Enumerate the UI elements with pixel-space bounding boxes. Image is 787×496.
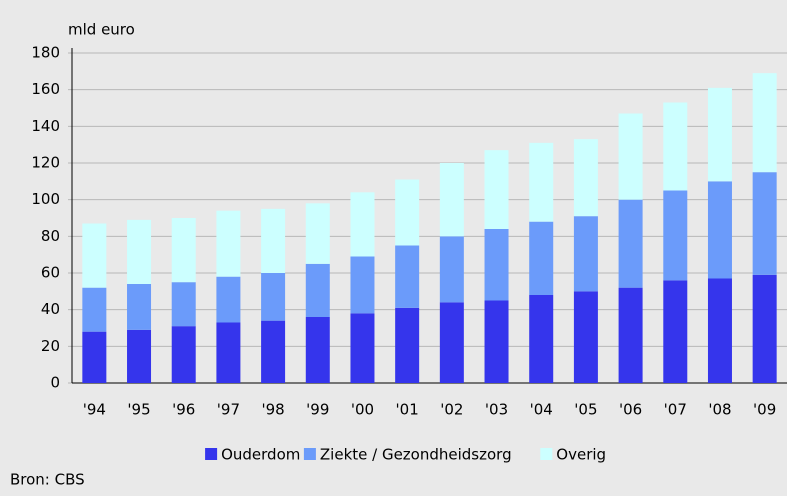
y-tick-label: 180 [31, 44, 60, 62]
bar-segment [663, 102, 688, 191]
bar-segment [573, 216, 598, 292]
bar-segment [707, 87, 732, 182]
bar-segment [82, 331, 107, 383]
bar-segment [484, 229, 509, 301]
bar-segment [350, 256, 375, 314]
bar-segment [439, 302, 464, 383]
y-tick-label: 80 [41, 227, 60, 245]
legend-swatch [205, 448, 218, 460]
bar-segment [216, 322, 241, 383]
bar-segment [395, 245, 420, 308]
x-tick-label: '94 [83, 401, 106, 419]
bar-segment [305, 203, 330, 264]
bar-segment [663, 280, 688, 383]
x-tick-label: '08 [708, 401, 731, 419]
x-tick-label: '03 [485, 401, 508, 419]
y-tick-label: 140 [31, 117, 60, 135]
bar-segment [127, 284, 152, 330]
x-tick-label: '07 [664, 401, 687, 419]
x-tick-label: '09 [753, 401, 776, 419]
bar-segment [216, 210, 241, 277]
legend-label: Ouderdom [221, 446, 300, 464]
y-tick-label: 100 [31, 190, 60, 208]
x-tick-label: '05 [574, 401, 597, 419]
bar-segment [171, 326, 196, 383]
y-tick-label: 40 [41, 300, 60, 318]
x-tick-label: '97 [217, 401, 240, 419]
bar-segment [350, 313, 375, 383]
bar-segment [82, 223, 107, 288]
x-tick-label: '02 [440, 401, 463, 419]
bar-segment [350, 192, 375, 257]
bar-segment [261, 320, 286, 383]
bar-segment [395, 307, 420, 383]
bar-segment [752, 172, 777, 275]
bar-segment [484, 150, 509, 229]
x-tick-label: '01 [396, 401, 419, 419]
bar-segment [663, 190, 688, 281]
bar-segment [305, 317, 330, 383]
bar-segment [573, 291, 598, 383]
bar-segment [529, 142, 554, 222]
legend-swatch [540, 448, 553, 460]
y-axis-label: mld euro [68, 21, 135, 39]
x-tick-label: '06 [619, 401, 642, 419]
bar-segment [216, 276, 241, 323]
bar-segment [439, 236, 464, 303]
bar-segment [529, 295, 554, 383]
y-tick-label: 20 [41, 337, 60, 355]
bar-segment [529, 221, 554, 295]
bar-segment [261, 208, 286, 273]
bar-segment [82, 287, 107, 332]
x-tick-label: '98 [261, 401, 284, 419]
bar-segment [395, 179, 420, 246]
y-tick-label: 60 [41, 264, 60, 282]
x-tick-label: '95 [127, 401, 150, 419]
bar-segment [127, 329, 152, 383]
bar-segment [707, 278, 732, 383]
bar-segment [261, 273, 286, 321]
x-tick-label: '99 [306, 401, 329, 419]
bar-segment [618, 287, 643, 383]
legend-label: Overig [556, 446, 606, 464]
bar-segment [305, 263, 330, 317]
bar-segment [752, 73, 777, 173]
bar-segment [171, 218, 196, 283]
source: Bron: CBS [10, 471, 85, 489]
bar-segment [439, 163, 464, 237]
bar-segment [707, 181, 732, 279]
x-tick-label: '00 [351, 401, 374, 419]
bar-segment [618, 199, 643, 288]
bar-segment [752, 274, 777, 383]
y-tick-label: 160 [31, 80, 60, 98]
legend-label: Ziekte / Gezondheidszorg [320, 446, 512, 464]
bar-segment [573, 139, 598, 217]
y-tick-label: 120 [31, 154, 60, 172]
legend-swatch [303, 448, 316, 460]
y-tick-label: 0 [50, 374, 60, 392]
bar-segment [484, 300, 509, 383]
x-tick-label: '96 [172, 401, 195, 419]
x-tick-label: '04 [530, 401, 553, 419]
bar-segment [171, 282, 196, 327]
bar-segment [127, 219, 152, 284]
bar-segment [618, 113, 643, 200]
